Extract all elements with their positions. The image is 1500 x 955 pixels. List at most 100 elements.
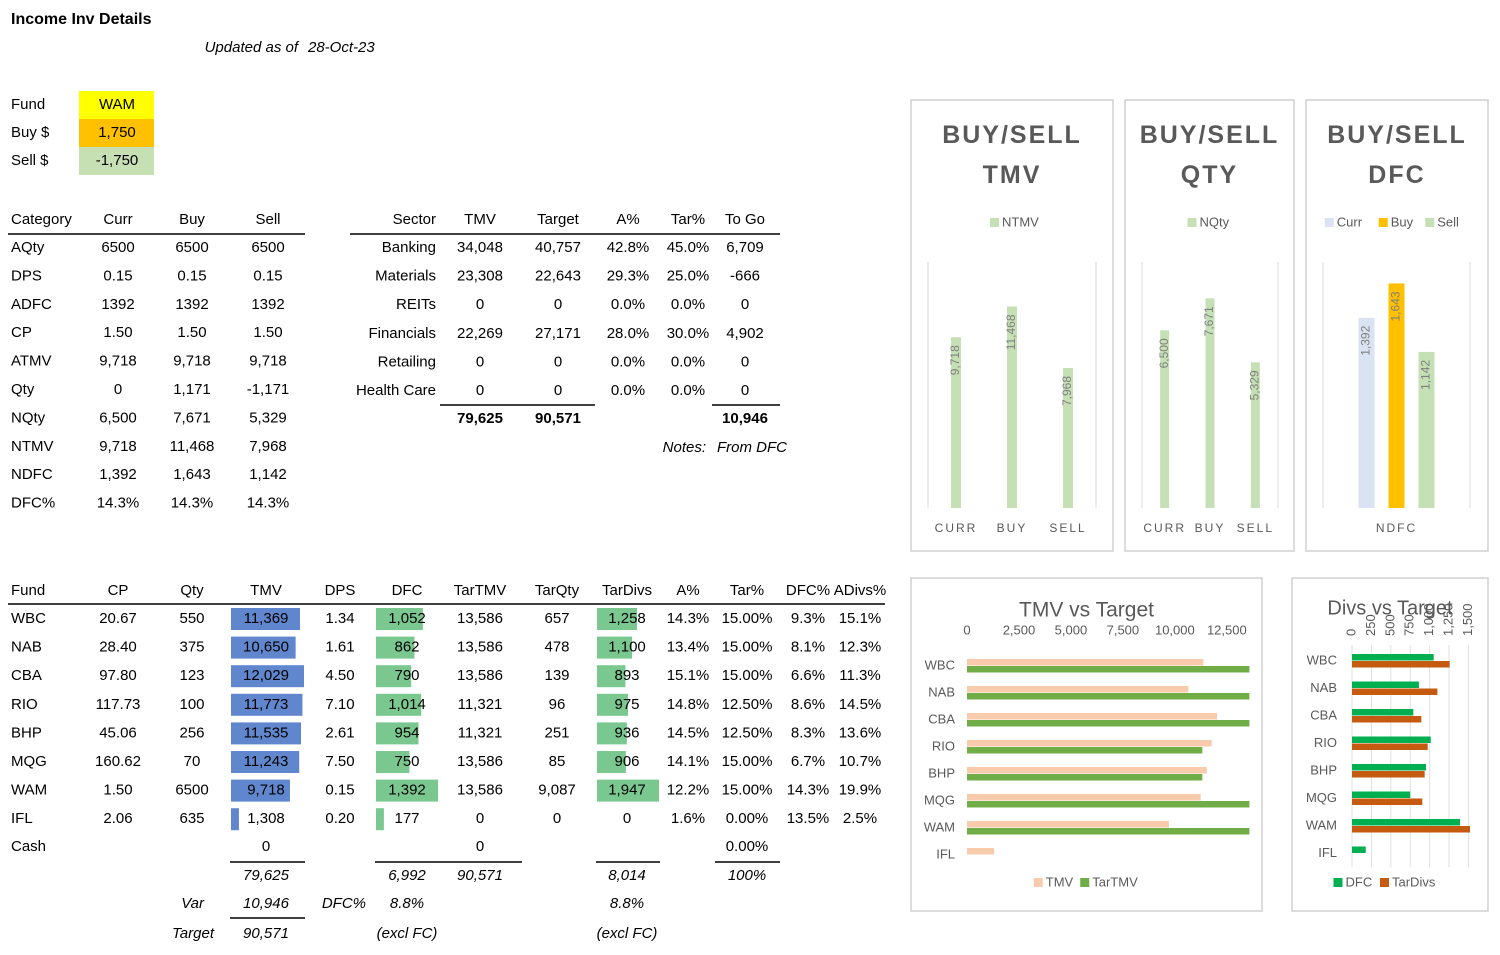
table-cell: Financials — [368, 325, 436, 342]
data-label: 7,671 — [1202, 306, 1216, 336]
table-cell: 13,586 — [457, 610, 503, 627]
table-cell: 13,586 — [457, 667, 503, 684]
table-cell: 14.3% — [247, 495, 290, 512]
column-header: CP — [108, 582, 129, 599]
chart-title: Divs vs Target — [1327, 597, 1453, 619]
bar — [1352, 846, 1366, 853]
data-bar — [231, 779, 290, 802]
legend-label: DFC — [1346, 874, 1373, 889]
table-cell: 0.0% — [611, 296, 645, 313]
table-cell: 1392 — [101, 296, 134, 313]
data-bar — [597, 693, 629, 716]
bar — [1352, 819, 1461, 826]
table-cell: 11,321 — [458, 724, 503, 741]
legend-swatch — [1378, 218, 1388, 227]
data-label: 6,500 — [1157, 338, 1171, 368]
table-cell: 15.00% — [722, 610, 773, 627]
chart-title: BUY/SELL TMV — [942, 121, 1082, 189]
data-bar — [597, 779, 659, 802]
summary-cell: Var — [181, 895, 205, 912]
table-cell: 0 — [554, 353, 562, 370]
table-cell: 657 — [544, 610, 569, 627]
table-cell: 85 — [549, 753, 566, 770]
data-label: 11,468 — [1004, 314, 1018, 350]
data-bar — [376, 751, 410, 773]
input-value: 1,750 — [98, 124, 136, 141]
bar — [1352, 743, 1428, 750]
column-header: A% — [676, 582, 699, 599]
table-cell: 45.0% — [667, 239, 710, 256]
data-label: 1,142 — [1419, 360, 1433, 390]
table-cell: 30.0% — [667, 325, 710, 342]
table-cell: 34,048 — [457, 239, 503, 256]
table-cell: 1,947 — [608, 782, 646, 799]
bar — [967, 794, 1201, 801]
table-cell: CP — [11, 324, 32, 341]
chart-frame — [1291, 577, 1489, 912]
bar — [1352, 736, 1431, 743]
column-header: Target — [537, 211, 580, 228]
table-cell: 14.5% — [839, 696, 882, 713]
data-label: 9,718 — [948, 345, 962, 375]
table-cell: 6,500 — [99, 409, 137, 426]
table-cell: 123 — [179, 667, 204, 684]
bar — [1063, 367, 1073, 508]
summary-cell: 8.8% — [390, 895, 424, 912]
table-cell: 251 — [544, 724, 569, 741]
table-cell: NDFC — [11, 466, 53, 483]
chart-title: TMV vs Target — [1019, 599, 1154, 622]
table-cell: 0 — [476, 838, 484, 855]
table-cell: 1,100 — [608, 639, 646, 656]
summary-cell: 90,571 — [243, 925, 289, 942]
table-cell: 7.50 — [325, 753, 354, 770]
table-cell: 936 — [614, 724, 639, 741]
legend-swatch — [1333, 878, 1343, 887]
table-cell: 6500 — [175, 239, 208, 256]
table-cell: 9,087 — [538, 782, 576, 799]
x-tick-label: CURR — [1143, 521, 1186, 535]
bar — [1205, 298, 1215, 508]
table-cell: 117.73 — [96, 696, 141, 713]
legend-swatch — [1425, 218, 1435, 227]
x-tick-label: 2,500 — [1003, 622, 1036, 637]
y-tick-label: WAM — [1306, 817, 1337, 832]
legend-label: TMV — [1046, 874, 1074, 889]
input-label: Sell $ — [11, 152, 49, 169]
table-cell: REITs — [396, 296, 436, 313]
table-cell: 11,369 — [244, 610, 289, 627]
legend-swatch — [1187, 218, 1197, 227]
table-cell: 1.61 — [325, 639, 354, 656]
table-cell: DFC% — [11, 495, 55, 512]
table-cell: NTMV — [11, 438, 54, 455]
updated-date: 28-Oct-23 — [307, 39, 375, 56]
x-tick-label: CURR — [935, 521, 978, 535]
x-tick-label: 0 — [963, 622, 970, 637]
data-bar — [376, 808, 384, 831]
table-cell: 1,014 — [388, 696, 426, 713]
table-cell: 0.15 — [177, 267, 206, 284]
column-header: TMV — [464, 211, 496, 228]
notes: From DFC — [717, 439, 787, 456]
column-header: DFC — [392, 582, 423, 599]
table-cell: 6,709 — [726, 239, 764, 256]
bar — [967, 686, 1189, 693]
table-cell: 0.15 — [253, 267, 282, 284]
table-cell: ATMV — [11, 353, 52, 370]
table-cell: 0.0% — [671, 296, 705, 313]
table-cell: 1,392 — [388, 782, 426, 799]
table-cell: Qty — [11, 381, 35, 398]
table-cell: 70 — [184, 753, 201, 770]
table-cell: 27,171 — [535, 325, 581, 342]
table-cell: 6.6% — [791, 667, 825, 684]
table-cell: 375 — [179, 639, 204, 656]
legend-label: Sell — [1437, 214, 1459, 229]
table-cell: -666 — [730, 268, 760, 285]
legend-label: Buy — [1391, 214, 1414, 229]
data-bar — [376, 722, 419, 745]
chart-frame — [910, 577, 1263, 912]
total-cell: 79,625 — [457, 410, 503, 427]
table-cell: AQty — [11, 239, 45, 256]
input-label: Buy $ — [11, 124, 50, 141]
bar — [1160, 330, 1170, 508]
